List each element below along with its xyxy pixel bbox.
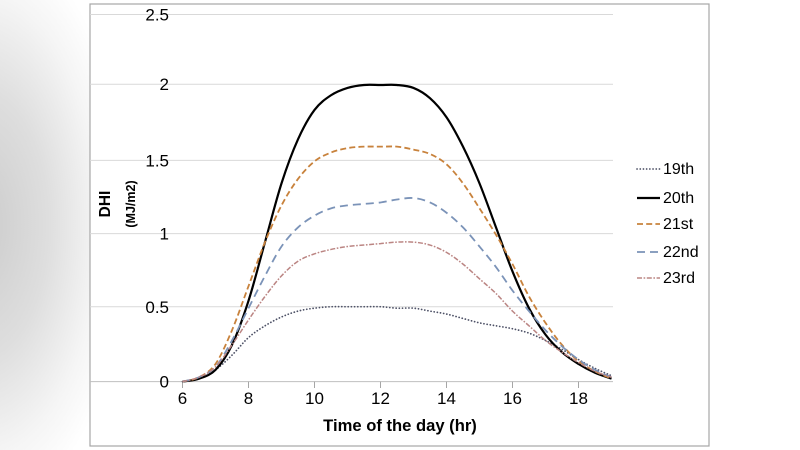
svg-text:23rd: 23rd: [663, 270, 695, 287]
svg-text:12: 12: [371, 389, 390, 408]
svg-text:21st: 21st: [663, 216, 694, 233]
svg-text:2.5: 2.5: [145, 6, 169, 25]
svg-text:10: 10: [305, 389, 324, 408]
svg-text:0: 0: [160, 373, 169, 392]
svg-text:22nd: 22nd: [663, 244, 699, 261]
svg-text:DHI: DHI: [97, 191, 114, 218]
svg-text:14: 14: [437, 389, 456, 408]
svg-text:20th: 20th: [663, 190, 694, 207]
svg-text:18: 18: [569, 389, 588, 408]
svg-text:19th: 19th: [663, 161, 694, 178]
svg-text:0.5: 0.5: [145, 298, 169, 317]
svg-text:2: 2: [160, 75, 169, 94]
svg-text:(MJ/m2): (MJ/m2): [124, 180, 138, 227]
svg-text:1: 1: [160, 225, 169, 244]
svg-text:1.5: 1.5: [145, 151, 169, 170]
svg-text:16: 16: [503, 389, 522, 408]
svg-text:6: 6: [178, 389, 187, 408]
svg-text:Time of the day (hr): Time of the day (hr): [323, 416, 477, 435]
svg-text:8: 8: [244, 389, 253, 408]
